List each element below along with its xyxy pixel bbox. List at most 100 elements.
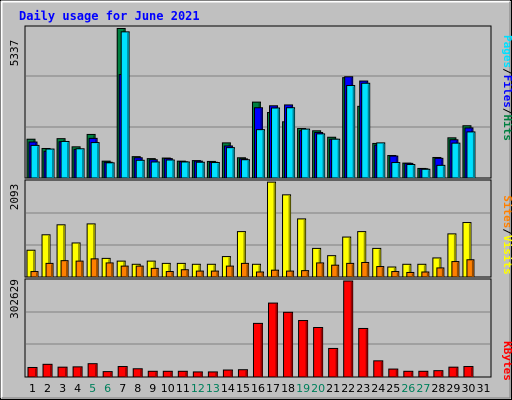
bar-sites-day-20-shade	[321, 263, 324, 277]
bar-kbytes-day-25-shade	[395, 370, 398, 377]
bar-kbytes-day-23-shade	[365, 329, 368, 377]
bar-sites-day-7-shade	[126, 267, 129, 277]
x-tick-label-day-31: 31	[476, 382, 490, 395]
bar-pages-day-8-shade	[142, 161, 145, 178]
bar-sites-day-26-shade	[411, 273, 414, 277]
bar-sites-day-6	[105, 262, 114, 278]
bar-pages-day-22	[346, 85, 356, 179]
bar-visits-day-16-shade	[258, 265, 261, 277]
bar-visits-day-27-shade	[423, 265, 426, 277]
panel-2-ymax-label: 2093	[8, 184, 21, 211]
x-tick-label-day-2: 2	[44, 382, 51, 395]
bar-pages-day-21	[331, 138, 341, 179]
bar-kbytes-day-22-shade	[350, 282, 353, 377]
bar-visits-day-19-shade	[303, 219, 306, 277]
bar-pages-day-26-shade	[412, 165, 415, 178]
bar-pages-day-26	[406, 164, 416, 179]
bar-kbytes-day-19-shade	[305, 321, 308, 377]
bar-kbytes-day-18	[283, 311, 294, 378]
bar-pages-day-10	[165, 159, 175, 179]
bar-pages-day-24	[376, 142, 386, 179]
bar-sites-day-8	[135, 265, 144, 278]
bar-sites-day-19	[301, 270, 310, 278]
bar-sites-day-10	[165, 271, 174, 278]
bar-kbytes-day-3-shade	[65, 368, 68, 377]
bar-pages-day-3	[60, 140, 70, 179]
bar-sites-day-28	[436, 267, 445, 278]
bar-pages-day-15-shade	[247, 160, 250, 178]
bar-pages-day-22-shade	[352, 86, 355, 178]
bar-pages-day-20-shade	[322, 134, 325, 178]
bar-kbytes-day-5-shade	[95, 364, 98, 377]
bar-kbytes-day-13	[207, 371, 218, 378]
bar-sites-day-18	[286, 270, 295, 278]
bar-pages-day-9-shade	[157, 162, 160, 178]
bar-pages-day-4-shade	[82, 149, 85, 178]
bar-kbytes-day-17	[268, 302, 279, 378]
bar-pages-day-30	[466, 131, 476, 179]
bar-pages-day-8	[135, 159, 145, 179]
bar-visits-day-29-shade	[453, 234, 456, 277]
panel-3-legend: KBytes	[501, 341, 512, 381]
bar-pages-day-23-shade	[367, 84, 370, 178]
bar-visits-day-30-shade	[468, 223, 471, 277]
legend-files: Files	[501, 75, 512, 108]
bar-kbytes-day-3	[57, 366, 68, 378]
bar-sites-day-12	[195, 270, 204, 278]
bar-kbytes-day-28	[433, 370, 444, 378]
bar-pages-day-5-shade	[97, 143, 100, 178]
legend-visits: Visits	[501, 235, 512, 275]
bar-sites-day-13	[210, 270, 219, 278]
bar-pages-day-2-shade	[52, 150, 55, 178]
bar-pages-day-5	[90, 142, 100, 179]
bar-pages-day-27	[421, 168, 431, 179]
bar-sites-day-21	[331, 264, 340, 278]
bar-kbytes-day-26	[403, 370, 414, 378]
bar-sites-day-1-shade	[36, 272, 38, 277]
bar-visits-day-22-shade	[348, 238, 351, 277]
bar-kbytes-day-6	[102, 371, 113, 378]
x-tick-label-day-26: 26	[401, 382, 415, 395]
bar-visits-day-18-shade	[288, 195, 291, 277]
bar-sites-day-29-shade	[456, 262, 459, 277]
panel-1-legend: Pages/Files/Hits	[501, 35, 512, 141]
bar-kbytes-day-8-shade	[140, 369, 143, 377]
bar-sites-day-2-shade	[51, 264, 54, 277]
bar-kbytes-day-11-shade	[185, 372, 188, 377]
bar-kbytes-day-24	[373, 360, 384, 378]
x-tick-label-day-18: 18	[281, 382, 295, 395]
bar-pages-day-21-shade	[337, 140, 340, 178]
bar-pages-day-7-shade	[127, 32, 130, 178]
x-tick-label-day-12: 12	[191, 382, 205, 395]
bar-visits-day-15-shade	[243, 232, 246, 277]
bar-sites-day-5-shade	[96, 259, 99, 277]
x-tick-label-day-27: 27	[416, 382, 430, 395]
bar-visits-day-2-shade	[48, 235, 51, 277]
bar-kbytes-day-21	[328, 347, 339, 378]
x-tick-label-day-9: 9	[149, 382, 156, 395]
bar-sites-day-25-shade	[396, 272, 399, 277]
legend-sites: Sites	[501, 195, 512, 228]
bar-sites-day-29	[451, 261, 460, 278]
bar-pages-day-3-shade	[67, 142, 70, 178]
bar-kbytes-day-2	[42, 363, 53, 378]
x-tick-label-day-8: 8	[134, 382, 141, 395]
x-tick-label-day-25: 25	[386, 382, 400, 395]
bar-kbytes-day-25	[388, 368, 399, 378]
x-tick-label-day-14: 14	[221, 382, 235, 395]
x-tick-label-day-24: 24	[371, 382, 385, 395]
bar-pages-day-2	[45, 148, 55, 179]
bar-kbytes-day-7-shade	[125, 367, 128, 377]
bar-pages-day-4	[75, 148, 85, 179]
bar-sites-day-11-shade	[186, 270, 189, 277]
bar-pages-day-30-shade	[472, 132, 475, 178]
bar-sites-day-4-shade	[81, 262, 84, 277]
bar-sites-day-16	[255, 271, 264, 278]
x-tick-label-day-28: 28	[431, 382, 445, 395]
bar-sites-day-2	[45, 262, 54, 278]
bar-pages-day-19	[301, 128, 311, 179]
x-tick-label-day-21: 21	[326, 382, 340, 395]
bar-kbytes-day-19	[298, 320, 309, 378]
